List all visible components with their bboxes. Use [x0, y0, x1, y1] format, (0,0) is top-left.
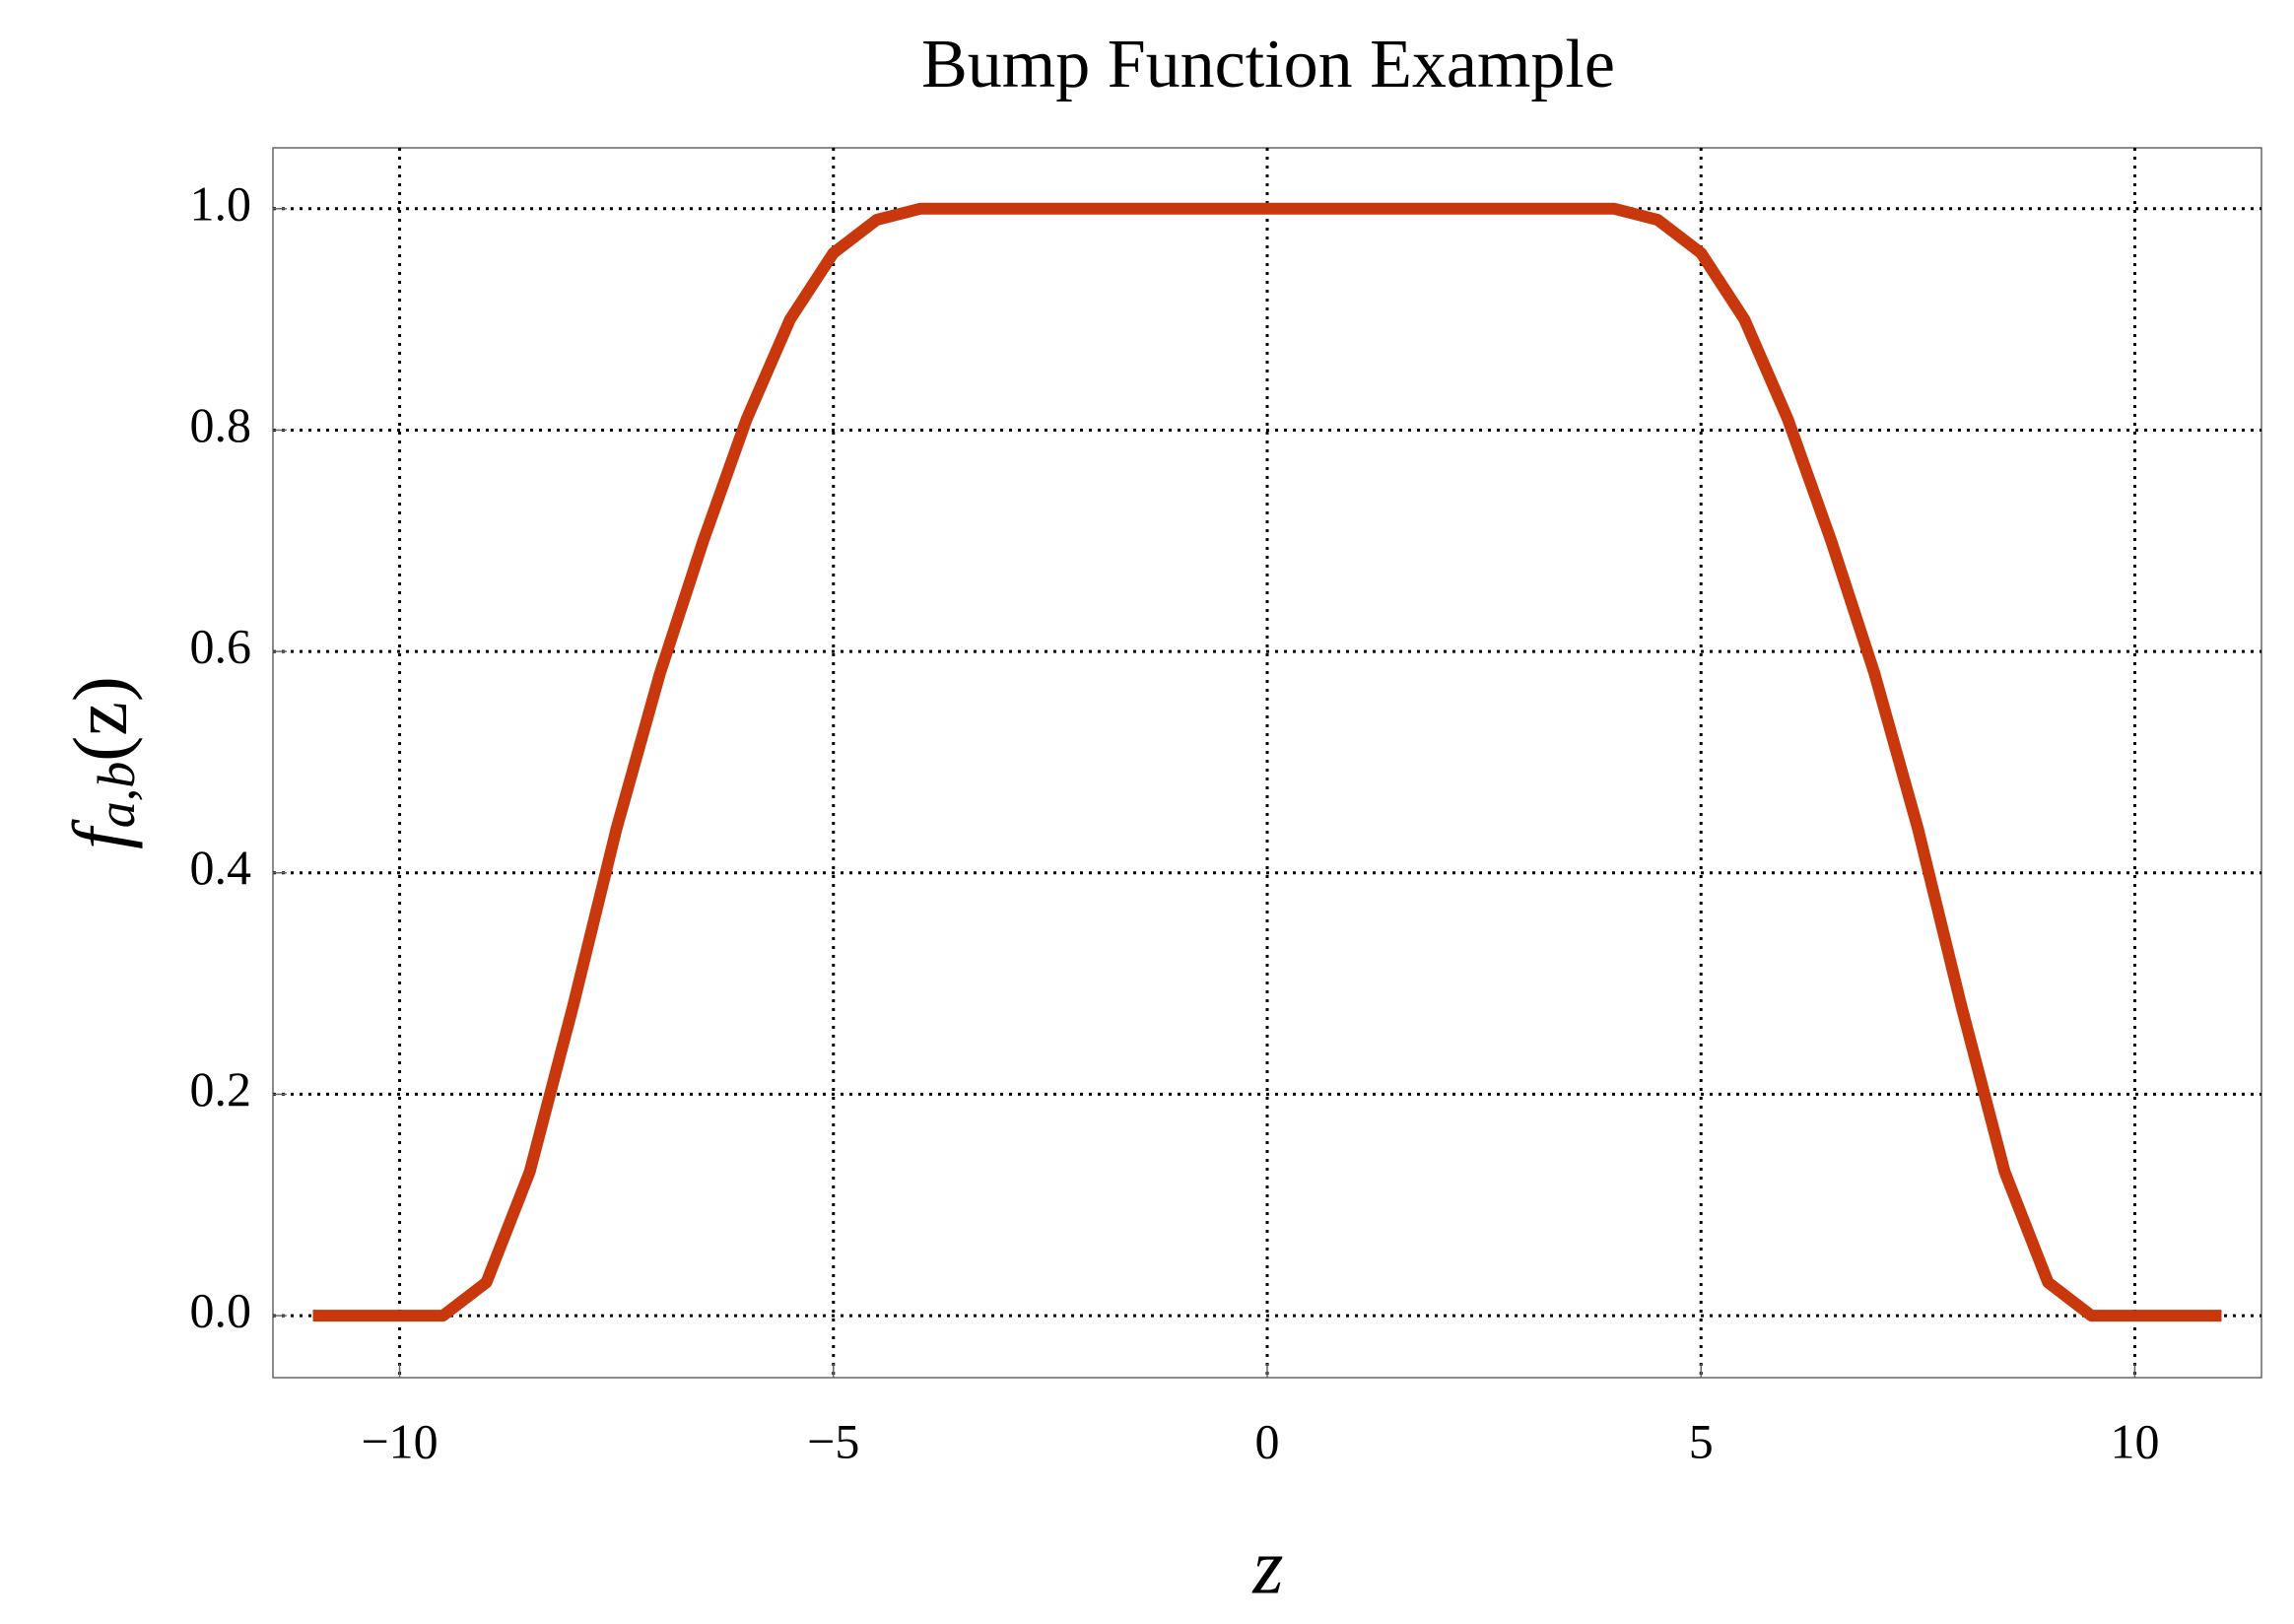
x-axis-label: z — [1251, 1523, 1283, 1610]
y-label-argument: (z) — [57, 676, 143, 762]
y-tick-label: 0.6 — [190, 619, 252, 674]
x-tick-label: −10 — [361, 1413, 438, 1468]
y-tick-label: 1.0 — [190, 175, 252, 231]
data-line — [312, 202, 2222, 1322]
x-tick-label: −5 — [807, 1413, 859, 1468]
y-label-subscript: a,b — [87, 762, 146, 829]
y-axis-label: fa,b(z) — [57, 676, 146, 849]
y-tick-label: 0.0 — [190, 1283, 252, 1338]
y-tick-label: 0.8 — [190, 397, 252, 452]
x-tick-label: 0 — [1255, 1413, 1280, 1468]
y-tick-label: 0.2 — [190, 1061, 252, 1116]
chart-title: Bump Function Example — [921, 27, 1615, 102]
x-tick-label: 10 — [2110, 1413, 2159, 1468]
x-tick-label: 5 — [1689, 1413, 1714, 1468]
y-tick-label: 0.4 — [190, 840, 252, 895]
